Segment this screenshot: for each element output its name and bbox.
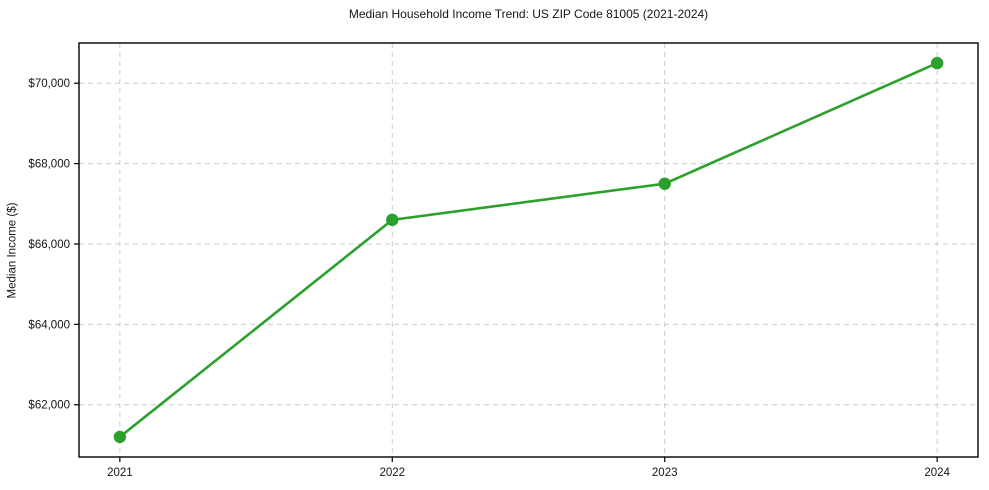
x-tick-label: 2022: [379, 467, 405, 479]
plot-border: [78, 42, 979, 458]
chart-title: Median Household Income Trend: US ZIP Co…: [348, 7, 709, 21]
data-point-marker: [658, 177, 671, 190]
trend-line: [118, 61, 939, 439]
data-point-marker: [386, 213, 399, 227]
data-point-marker: [930, 56, 944, 70]
data-point-marker: [113, 430, 127, 444]
x-tick-label: 2024: [924, 467, 950, 479]
y-tick-label: $64,000: [28, 319, 70, 331]
y-tick-label: $68,000: [28, 159, 70, 171]
y-tick-label: $66,000: [28, 239, 70, 251]
y-tick-label: $62,000: [28, 400, 70, 412]
x-tick-label: 2021: [107, 467, 133, 479]
x-tick-label: 2023: [652, 467, 678, 479]
y-tick-label: $70,000: [28, 78, 70, 90]
